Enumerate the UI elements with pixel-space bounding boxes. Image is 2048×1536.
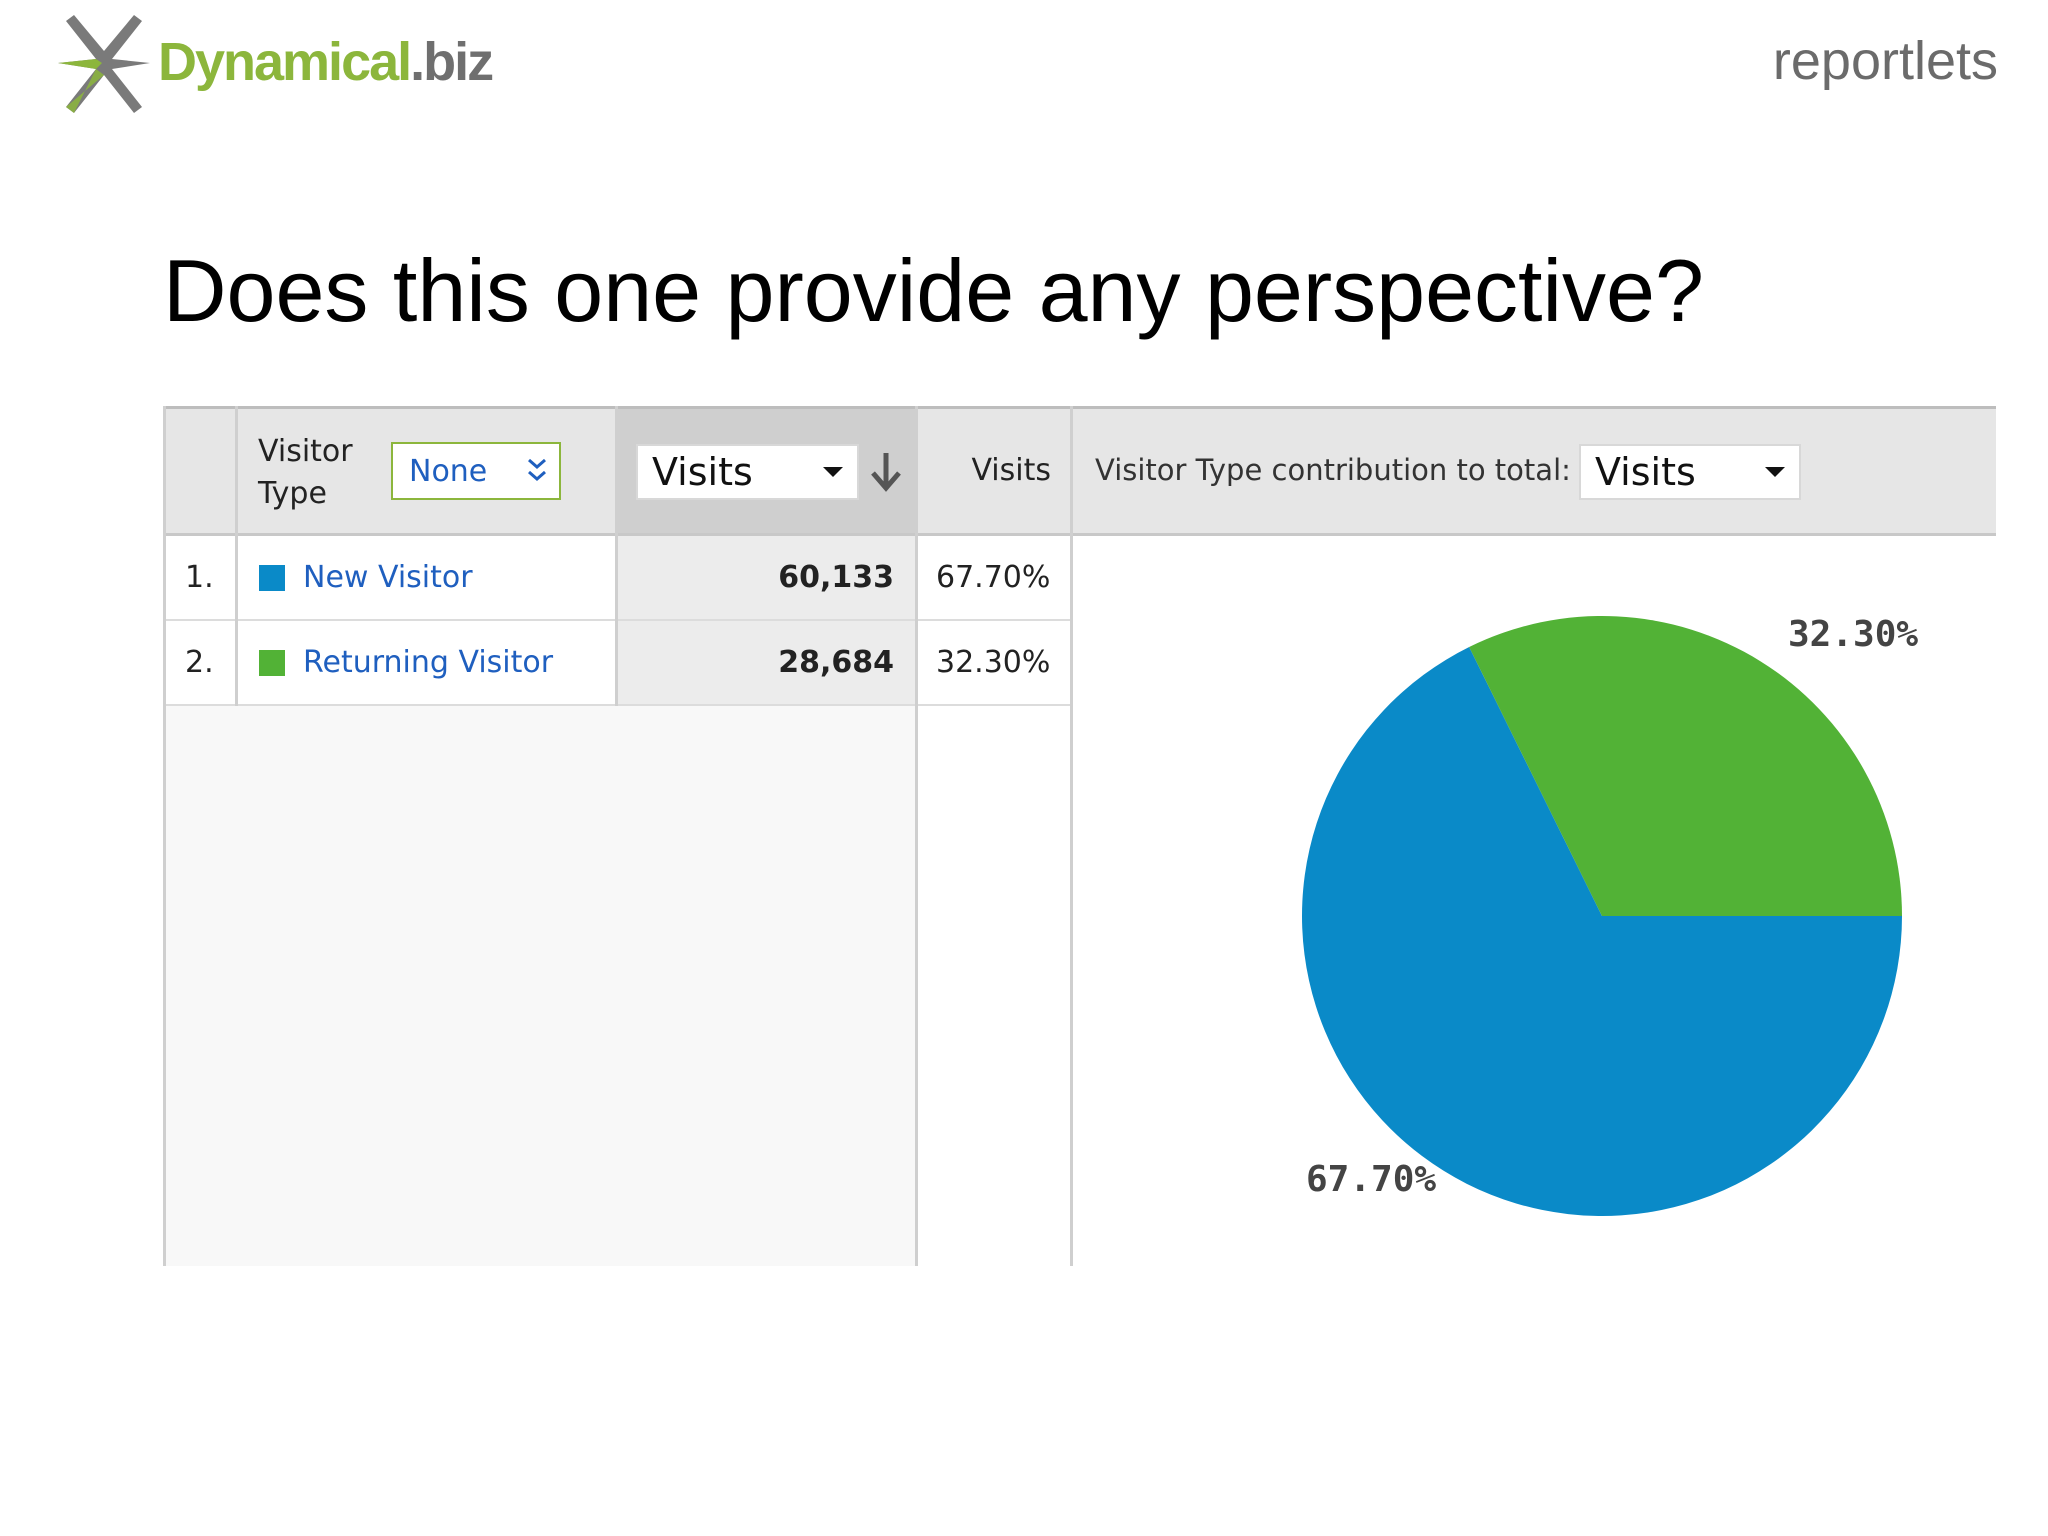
pie-chart — [1302, 616, 1902, 1216]
report-table: Visitor Type None Visits Visits — [163, 406, 1996, 1266]
column-divider — [235, 406, 238, 706]
pie-label-new: 67.70% — [1306, 1159, 1437, 1200]
sorted-column-highlight — [616, 536, 916, 706]
chevron-down-icon — [528, 458, 546, 481]
dimension-label-line2: Type — [258, 476, 327, 511]
header-dimension-cell: Visitor Type None — [236, 406, 616, 536]
logo-tld: .biz — [410, 32, 494, 92]
rows-area — [163, 536, 1071, 706]
row-index: 2. — [185, 645, 214, 680]
metric-column-label: Visits — [971, 453, 1051, 488]
dimension-label: Visitor Type — [258, 431, 353, 515]
row-link-new-visitor[interactable]: New Visitor — [303, 560, 473, 595]
column-divider — [163, 406, 166, 1266]
dimension-label-line1: Visitor — [258, 434, 353, 469]
metric-select[interactable]: Visits — [636, 444, 859, 500]
brand-reportlets: reportlets — [1772, 31, 1998, 91]
header-contribution-cell: Visitor Type contribution to total: Visi… — [1071, 406, 1996, 536]
row-link-returning-visitor[interactable]: Returning Visitor — [303, 645, 554, 680]
logo-mark-icon — [58, 15, 150, 113]
dropdown-caret-icon — [823, 467, 843, 477]
pie-slice-returning-visitor — [1469, 616, 1902, 916]
series-swatch-new-visitor — [259, 565, 285, 591]
header-percent-cell: Visits — [916, 406, 1071, 536]
pie-slice-new-visitor — [1302, 647, 1902, 1216]
dropdown-caret-icon — [1765, 467, 1785, 477]
column-divider — [915, 406, 918, 1266]
percent-column-body — [916, 536, 1071, 1266]
header-index-cell — [163, 406, 236, 536]
logo: Dynamical.biz — [54, 8, 494, 118]
pie-label-returning: 32.30% — [1788, 614, 1919, 655]
row-percent: 67.70% — [936, 560, 1051, 595]
column-divider — [615, 406, 618, 706]
contribution-metric-select[interactable]: Visits — [1579, 444, 1801, 500]
contribution-select-value: Visits — [1595, 450, 1696, 494]
metric-select-value: Visits — [652, 450, 753, 494]
logo-wordmark: Dynamical.biz — [158, 31, 494, 93]
sort-descending-icon[interactable] — [869, 451, 903, 493]
page-title: Does this one provide any perspective? — [163, 241, 1704, 340]
row-value: 60,133 — [778, 560, 894, 595]
column-divider — [1070, 406, 1073, 1266]
logo-brand: Dynamical — [158, 32, 412, 92]
secondary-dimension-select[interactable]: None — [391, 442, 561, 500]
rows-white-bg — [163, 536, 616, 706]
row-percent: 32.30% — [936, 645, 1051, 680]
row-value: 28,684 — [778, 645, 894, 680]
series-swatch-returning-visitor — [259, 650, 285, 676]
row-index: 1. — [185, 560, 214, 595]
contribution-label: Visitor Type contribution to total: — [1095, 453, 1571, 487]
header-metric-sort-cell: Visits — [616, 406, 916, 536]
secondary-dimension-value: None — [409, 453, 488, 489]
